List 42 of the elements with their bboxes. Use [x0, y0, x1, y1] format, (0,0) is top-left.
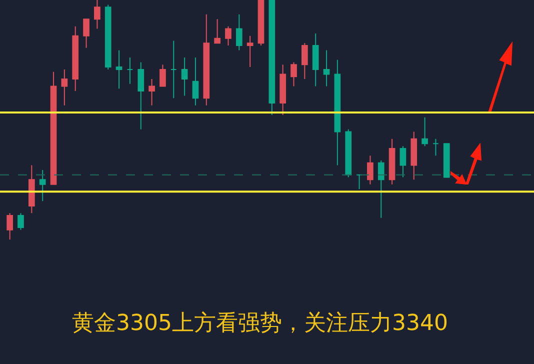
candlestick	[138, 62, 144, 130]
text: 黄金3305上方看强势，关注压力3340	[72, 311, 448, 336]
candlestick	[290, 62, 297, 87]
candlestick	[181, 56, 188, 96]
candlestick	[126, 56, 134, 84]
candlestick	[367, 155, 374, 185]
candlestick	[345, 128, 352, 178]
candlestick	[192, 56, 199, 106]
candlestick	[388, 138, 396, 185]
candlestick	[170, 40, 177, 99]
candlestick	[246, 35, 254, 68]
candlestick	[50, 71, 57, 185]
candlestick	[378, 160, 384, 218]
candlestick	[236, 14, 242, 51]
candlestick	[6, 212, 13, 240]
candlestick	[323, 50, 330, 87]
candlestick	[302, 42, 308, 80]
candlestick	[334, 59, 341, 166]
candlestick	[148, 78, 155, 106]
candlestick	[104, 4, 112, 70]
candlestick	[356, 174, 362, 190]
candlestick	[160, 64, 166, 87]
candlestick	[268, 0, 276, 116]
candlestick	[443, 143, 450, 178]
candlestick	[214, 18, 220, 44]
candlestick	[72, 26, 79, 92]
candlestick	[61, 68, 68, 106]
candlestick	[39, 170, 46, 202]
candlestick	[28, 164, 35, 214]
candlestick	[203, 14, 210, 106]
candlestick	[312, 33, 319, 87]
candlestick	[225, 26, 232, 46]
candlestick	[258, 0, 264, 46]
candlestick	[18, 212, 24, 230]
candlestick	[83, 18, 90, 48]
candlestick	[116, 50, 122, 90]
candlestick	[432, 138, 439, 156]
candlestick	[422, 116, 428, 147]
candlestick	[400, 146, 406, 178]
candlestick	[280, 64, 286, 116]
candlestick	[94, 0, 100, 30]
candlestick	[410, 131, 418, 180]
